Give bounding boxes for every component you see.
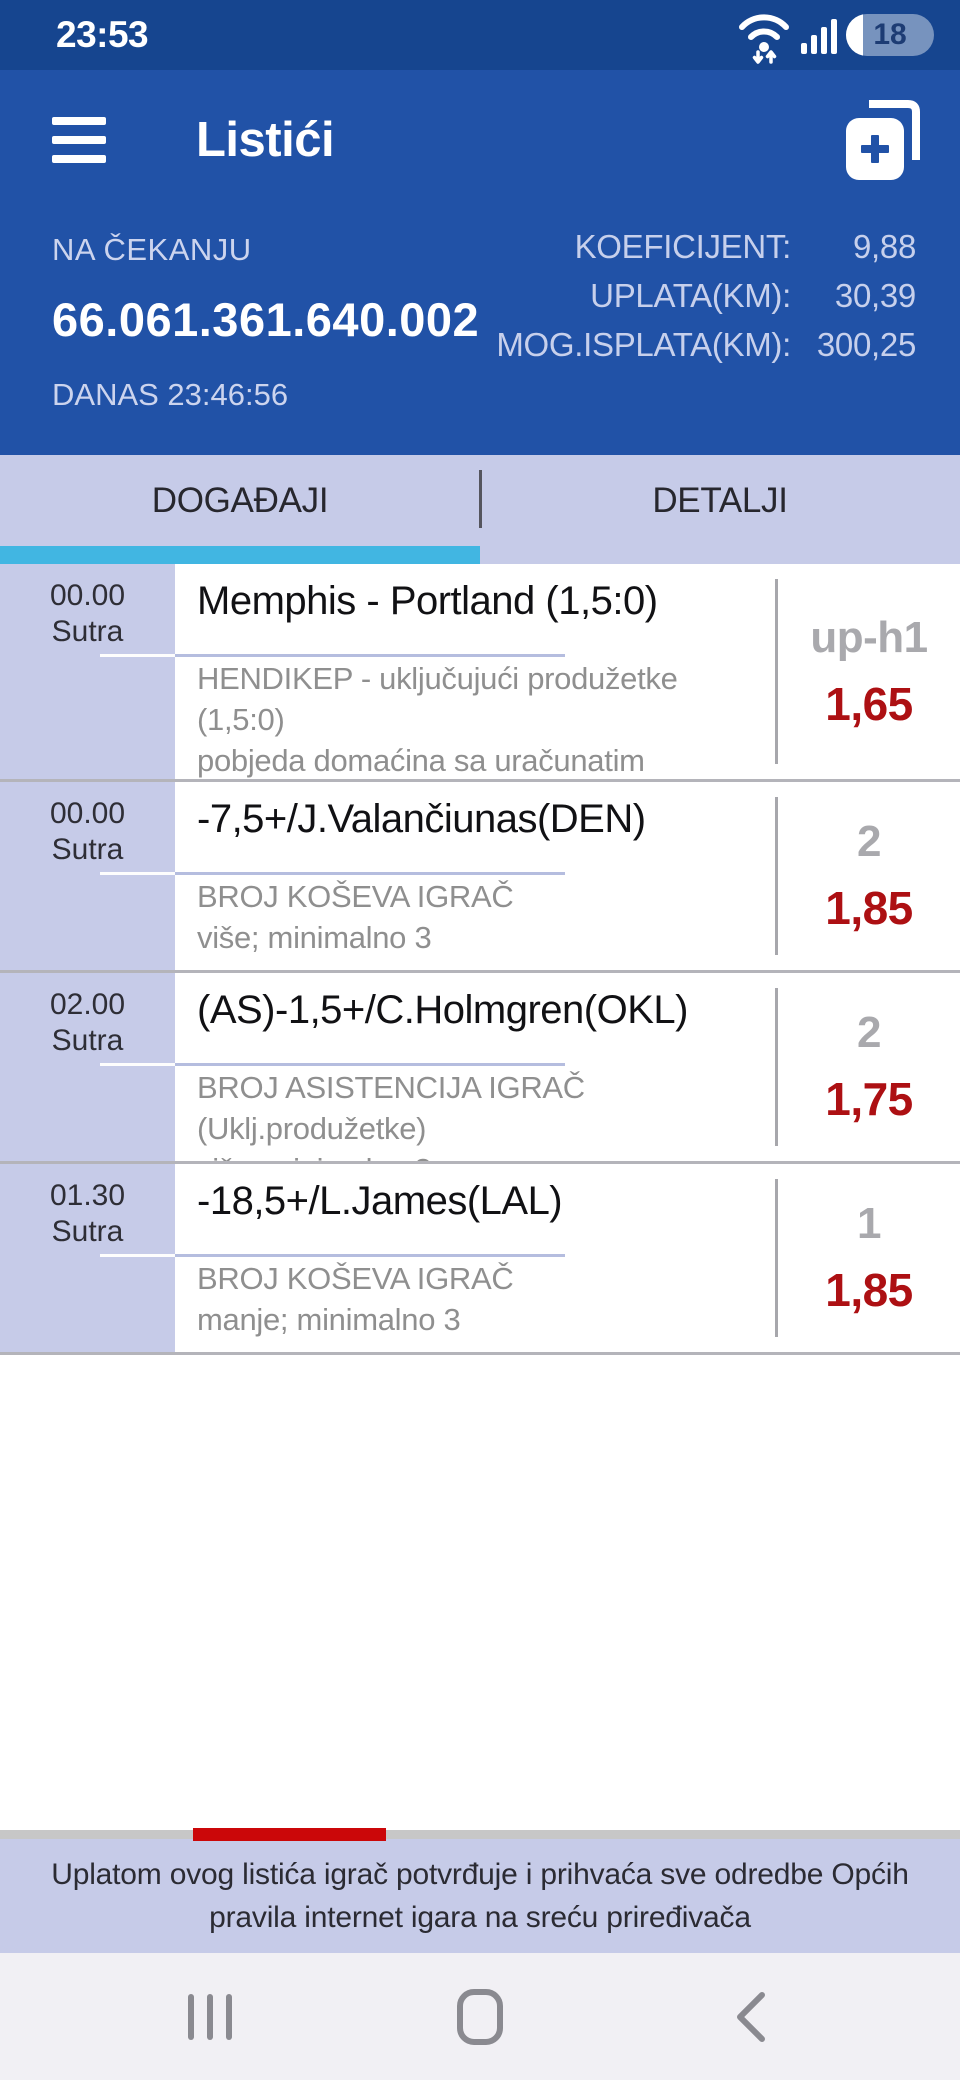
bet-pick: 1: [857, 1199, 881, 1248]
recents-icon[interactable]: [175, 1982, 245, 2052]
wifi-icon: [739, 14, 789, 64]
odds-divider: [775, 1179, 778, 1337]
bet-pick: 2: [857, 817, 881, 866]
bet-pick: up-h1: [810, 612, 928, 662]
ticket-date: DANAS 23:46:56: [52, 377, 289, 412]
android-nav-bar: [0, 1953, 960, 2080]
bet-description: BROJ KOŠEVA IGRAČ više; minimalno 3: [197, 879, 514, 955]
odds-divider: [775, 988, 778, 1146]
bet-time: 00.00 Sutra: [0, 782, 175, 970]
bet-odds[interactable]: 1 1,85: [778, 1164, 960, 1352]
battery-percent: 18: [873, 18, 907, 51]
bet-list: 00.00 Sutra Memphis - Portland (1,5:0) H…: [0, 564, 960, 1355]
bet-title: Memphis - Portland (1,5:0): [197, 579, 658, 623]
tab-dogadjaji[interactable]: DOGAĐAJI: [151, 480, 329, 520]
bet-row[interactable]: 02.00 Sutra (AS)-1,5+/C.Holmgren(OKL) BR…: [0, 973, 960, 1164]
bet-time: 01.30 Sutra: [0, 1164, 175, 1352]
odds-divider: [775, 579, 778, 764]
bet-odd-value: 1,85: [825, 882, 913, 934]
bet-main: -7,5+/J.Valančiunas(DEN) BROJ KOŠEVA IGR…: [175, 782, 775, 970]
bet-pick: 2: [857, 1008, 881, 1057]
bet-row[interactable]: 00.00 Sutra Memphis - Portland (1,5:0) H…: [0, 564, 960, 782]
scroll-thumb[interactable]: [193, 1828, 386, 1841]
content-spacer: [0, 1355, 960, 1830]
app-header: Listići NA ČEKANJU 66.061.361.640.002 DA…: [0, 70, 960, 455]
summary-stake: UPLATA(KM): 30,39: [590, 277, 916, 314]
summary-coefficient: KOEFICIJENT: 9,88: [574, 228, 917, 265]
bet-odd-value: 1,75: [825, 1073, 913, 1125]
bet-odd-value: 1,85: [825, 1264, 913, 1316]
bet-row[interactable]: 00.00 Sutra -7,5+/J.Valančiunas(DEN) BRO…: [0, 782, 960, 973]
scroll-track: [0, 1828, 960, 1841]
bet-main: -18,5+/L.James(LAL) BROJ KOŠEVA IGRAČ ma…: [175, 1164, 775, 1352]
bet-odds[interactable]: up-h1 1,65: [778, 564, 960, 779]
status-clock: 23:53: [56, 14, 149, 55]
add-ticket-icon[interactable]: [840, 94, 926, 186]
status-bar: 23:53 18: [0, 0, 960, 70]
bet-title: -18,5+/L.James(LAL): [197, 1179, 563, 1223]
battery-charge-level: [846, 14, 863, 56]
ticket-summary: KOEFICIJENT: 9,88 UPLATA(KM): 30,39 MOG.…: [496, 228, 916, 413]
bet-description: HENDIKEP - uključujući produžetke (1,5:0…: [197, 661, 678, 778]
bet-main: Memphis - Portland (1,5:0) HENDIKEP - uk…: [175, 564, 775, 779]
bet-row[interactable]: 01.30 Sutra -18,5+/L.James(LAL) BROJ KOŠ…: [0, 1164, 960, 1355]
tab-divider: [479, 470, 482, 528]
summary-possible-payout: MOG.ISPLATA(KM): 300,25: [496, 326, 916, 363]
odds-divider: [775, 797, 778, 955]
battery-icon: 18: [846, 14, 934, 56]
bet-odds[interactable]: 2 1,75: [778, 973, 960, 1161]
bet-odd-value: 1,65: [825, 677, 913, 730]
cell-signal-icon: [801, 19, 837, 54]
bet-time: 00.00 Sutra: [0, 564, 175, 779]
bet-main: (AS)-1,5+/C.Holmgren(OKL) BROJ ASISTENCI…: [175, 973, 775, 1161]
tab-detalji[interactable]: DETALJI: [652, 480, 788, 520]
status-icons: 18: [736, 6, 934, 64]
hamburger-menu-icon[interactable]: [52, 113, 106, 167]
bet-description: BROJ KOŠEVA IGRAČ manje; minimalno 3: [197, 1261, 514, 1337]
bet-title: (AS)-1,5+/C.Holmgren(OKL): [197, 988, 688, 1032]
back-icon[interactable]: [715, 1982, 785, 2052]
disclaimer-text: Uplatom ovog listića igrač potvrđuje i p…: [0, 1839, 960, 1953]
bet-time: 02.00 Sutra: [0, 973, 175, 1161]
tab-bar: DOGAĐAJI DETALJI: [0, 455, 960, 564]
page-title: Listići: [196, 113, 335, 167]
ticket-number: 66.061.361.640.002: [52, 293, 480, 346]
bet-odds[interactable]: 2 1,85: [778, 782, 960, 970]
bet-title: -7,5+/J.Valančiunas(DEN): [197, 797, 646, 841]
home-icon[interactable]: [445, 1982, 515, 2052]
ticket-status-badge: NA ČEKANJU: [52, 232, 252, 267]
active-tab-indicator: [0, 546, 480, 564]
bet-description: BROJ ASISTENCIJA IGRAČ (Uklj.produžetke)…: [197, 1070, 585, 1161]
